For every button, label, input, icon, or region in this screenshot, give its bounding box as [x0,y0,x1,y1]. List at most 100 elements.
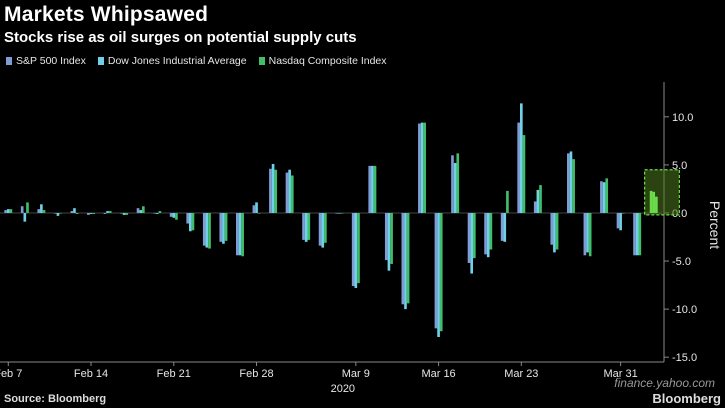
bar-2-25 [423,122,426,213]
bar-0-22 [368,165,372,213]
bar-1-23 [387,212,391,271]
x-tick-label-0: Feb 7 [0,368,22,380]
bar-1-8 [139,210,142,213]
bar-0-32 [533,201,537,213]
legend-swatch-nasdaq [258,57,265,65]
bar-2-12 [208,212,211,249]
bar-0-34 [567,153,570,213]
x-year-label: 2020 [331,383,355,395]
bar-1-0 [6,209,10,213]
bar-2-10 [175,212,178,220]
bar-1-14 [238,212,242,256]
bar-2-24 [406,212,410,304]
bar-1-10 [172,212,176,218]
bar-2-33 [555,212,559,250]
bar-0-29 [484,212,487,255]
bar-1-13 [222,212,225,244]
bar-0-2 [37,209,41,213]
bar-2-15 [257,212,261,214]
bar-0-20 [335,212,338,214]
bar-0-12 [202,212,206,246]
bar-1-6 [106,211,109,213]
bar-1-31 [520,103,523,213]
bar-1-29 [486,212,490,258]
bar-1-39 [652,191,656,213]
bar-1-4 [73,208,76,213]
bar-2-13 [224,212,228,241]
bar-0-5 [87,212,90,215]
bar-1-3 [56,212,60,216]
bar-0-10 [169,212,173,217]
bar-0-14 [236,212,239,256]
bar-0-35 [583,212,587,256]
bar-0-9 [153,212,156,214]
bar-2-11 [191,212,195,231]
bar-1-37 [619,212,622,231]
bar-0-4 [70,211,74,213]
bar-1-24 [404,212,407,310]
bar-2-39 [655,196,658,213]
bar-1-18 [304,212,308,242]
x-tick-label-1: Feb 14 [74,368,108,380]
bar-0-25 [418,123,421,213]
legend-label-nasdaq: Nasdaq Composite Index [268,55,387,67]
y-tick-label-4: -10.0 [672,304,697,316]
brand-logo: Bloomberg [652,391,721,406]
bar-2-28 [472,212,476,259]
bar-2-4 [75,212,79,214]
y-tick-label-0: 10.0 [672,112,693,124]
bar-0-16 [269,168,272,213]
legend-item-nasdaq: Nasdaq Composite Index [258,55,387,67]
legend-label-sp500: S&P 500 Index [16,55,86,67]
x-tick-label-4: Mar 9 [342,368,370,380]
bar-0-8 [136,208,140,213]
bar-1-34 [569,151,573,213]
bar-0-0 [4,210,7,213]
x-tick-label-2: Feb 21 [157,368,191,380]
bar-0-37 [616,212,620,229]
chart-title: Markets Whipsawed [4,3,209,26]
bar-2-32 [539,185,542,213]
bar-2-20 [340,212,344,214]
bar-0-11 [186,212,190,224]
bar-2-17 [290,175,294,213]
bar-1-38 [635,212,639,256]
bar-0-33 [550,212,554,245]
x-tick-label-3: Feb 28 [239,368,273,380]
bar-2-38 [638,212,642,256]
bar-2-36 [605,178,609,213]
bar-1-28 [470,212,473,274]
legend-item-dow: Dow Jones Industrial Average [97,55,247,67]
bar-1-36 [602,182,606,213]
bar-0-21 [351,212,355,287]
bar-1-19 [321,212,325,248]
bar-1-17 [288,169,291,213]
bar-0-31 [517,122,521,213]
bar-2-30 [506,190,509,213]
bar-0-39 [649,190,653,213]
bar-2-21 [357,212,360,284]
bar-0-19 [318,212,322,246]
watermark: finance.yahoo.com [614,376,715,390]
bar-1-20 [337,212,341,214]
bar-2-29 [489,212,493,250]
bar-2-35 [588,212,592,257]
bar-2-0 [9,209,13,213]
bar-1-7 [122,212,126,215]
bar-0-13 [219,212,223,242]
bar-1-15 [255,202,258,213]
x-tick-label-5: Mar 16 [421,368,455,380]
bar-0-1 [20,206,24,213]
bar-0-23 [384,212,388,261]
bar-1-35 [586,212,589,253]
bar-1-32 [536,189,540,213]
bar-1-12 [205,212,209,248]
bar-2-23 [390,212,393,264]
bar-0-30 [500,212,504,241]
bar-1-11 [189,212,192,232]
bar-2-8 [141,206,145,213]
bar-2-2 [42,210,46,213]
bar-0-18 [302,212,305,240]
legend-swatch-dow [97,57,104,65]
